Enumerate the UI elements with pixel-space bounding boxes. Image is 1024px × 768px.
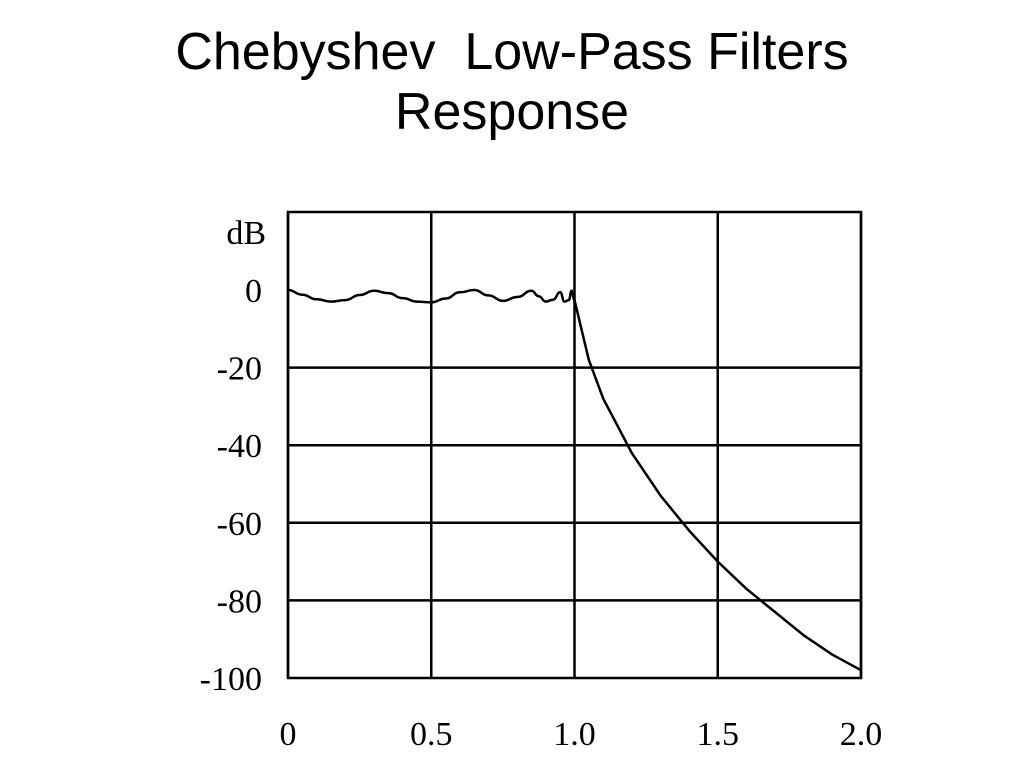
x-tick-label: 1.5 [697, 716, 740, 753]
y-tick-labels: 0 -20 -40 -60 -80 -100 [200, 273, 262, 698]
y-axis-label: dB [226, 215, 266, 252]
series-layer [287, 288, 862, 672]
plot-frame [286, 210, 863, 680]
x-tick-label: 0.5 [410, 716, 453, 753]
y-tick-label: -100 [200, 661, 262, 698]
y-tick-label: -20 [217, 351, 262, 388]
slide-title: Chebyshev Low-Pass Filters Response [0, 22, 1024, 142]
grid [286, 212, 863, 678]
y-tick-label: -80 [217, 583, 262, 620]
slide-title-line-1: Chebyshev Low-Pass Filters [175, 23, 849, 81]
x-tick-labels: 0 0.5 1.0 1.5 2.0 [280, 716, 883, 753]
y-tick-label: -60 [217, 506, 262, 543]
response-curve [287, 288, 862, 672]
x-tick-label: 2.0 [840, 716, 883, 753]
y-tick-label: -40 [217, 428, 262, 465]
x-tick-label: 1.0 [553, 716, 596, 753]
y-tick-label: 0 [245, 273, 262, 310]
x-tick-label: 0 [280, 716, 297, 753]
slide-title-line-2: Response [394, 83, 630, 141]
